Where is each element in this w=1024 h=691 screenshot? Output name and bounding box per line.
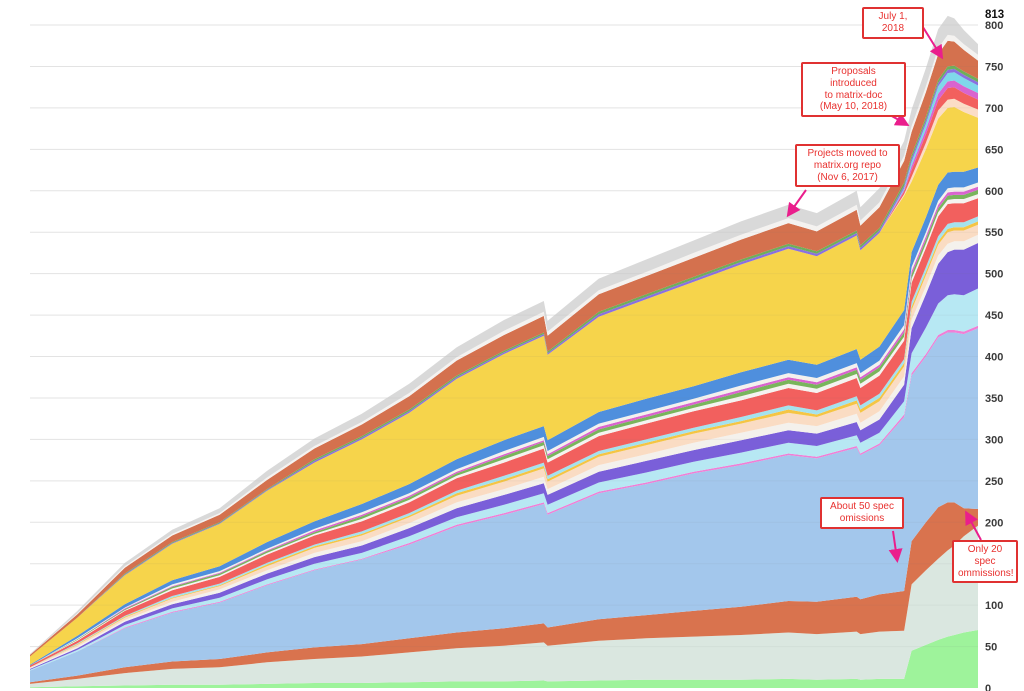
arrow-projects-moved xyxy=(786,189,807,218)
y-tick-label-200: 200 xyxy=(985,517,1003,529)
y-tick-label-650: 650 xyxy=(985,144,1003,156)
y-tick-label-450: 450 xyxy=(985,310,1003,322)
series-yellow-large xyxy=(30,107,978,665)
annotation-proposals-introduced: Proposals introduced to matrix-doc (May … xyxy=(801,62,906,118)
y-tick-label-300: 300 xyxy=(985,434,1003,446)
series-orange-top xyxy=(30,40,978,657)
annotation-about-50-spec-omissions: About 50 spec omissions xyxy=(820,497,904,529)
gridline-overlay xyxy=(30,24,978,648)
y-tick-label-550: 550 xyxy=(985,227,1003,239)
arrow-july-1-2018 xyxy=(920,23,944,60)
y-tick-label-400: 400 xyxy=(985,352,1003,364)
y-tick-label-500: 500 xyxy=(985,269,1003,281)
y-tick-label-250: 250 xyxy=(985,476,1003,488)
arrow-only-20-omissions xyxy=(965,510,982,541)
arrow-about-50-omissions xyxy=(888,530,903,563)
y-axis: 8138007507006506005505004504003503002502… xyxy=(985,9,1004,691)
annotation-only-20-spec-omissions: Only 20 spec ommissions! xyxy=(952,540,1018,584)
y-tick-label-800: 800 xyxy=(985,20,1003,32)
stacked-areas xyxy=(30,15,978,688)
y-tick-label-100: 100 xyxy=(985,600,1003,612)
y-tick-label-750: 750 xyxy=(985,61,1003,73)
series-light-blue-large xyxy=(30,328,978,683)
y-tick-label-600: 600 xyxy=(985,186,1003,198)
y-tick-label-350: 350 xyxy=(985,393,1003,405)
annotation-july-1-2018: July 1, 2018 xyxy=(862,7,924,39)
series-bright-green-bottom xyxy=(30,630,978,688)
y-tick-label-813: 813 xyxy=(985,9,1004,21)
annotation-projects-moved: Projects moved to matrix.org repo (Nov 6… xyxy=(795,144,900,188)
y-tick-label-700: 700 xyxy=(985,103,1003,115)
series-pale-celadon xyxy=(30,525,978,688)
y-tick-label-50: 50 xyxy=(985,642,997,654)
y-tick-label-0: 0 xyxy=(985,683,991,691)
